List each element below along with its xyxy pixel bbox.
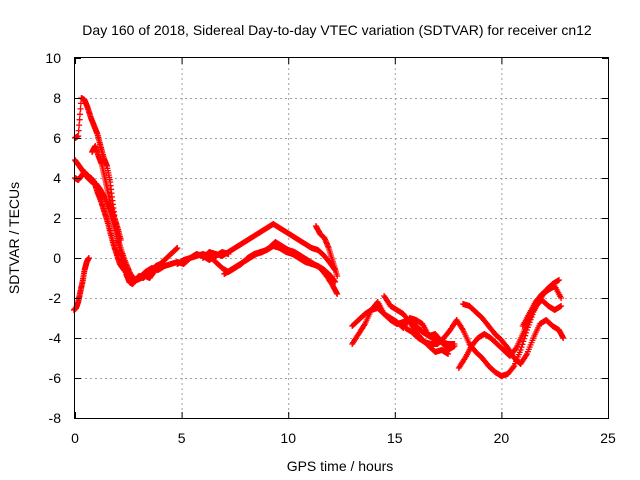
grid-lines (75, 58, 608, 418)
point-markers (89, 143, 124, 243)
point-markers (70, 255, 92, 313)
y-tick-label: 4 (53, 170, 61, 186)
y-tick-label: -6 (49, 370, 62, 386)
point-markers (199, 221, 339, 273)
series-satellite-track-g (199, 221, 339, 273)
series-satellite-track-e (89, 143, 124, 243)
axis-ticks (75, 58, 609, 419)
series-satellite-track-n (455, 297, 565, 371)
y-tick-label: 10 (45, 50, 61, 66)
series-satellite-track-k (349, 299, 458, 353)
x-tick-label: 15 (387, 430, 403, 446)
x-tick-label: 10 (280, 430, 296, 446)
point-markers (519, 283, 565, 329)
y-tick-label: 6 (53, 130, 61, 146)
x-axis-label: GPS time / hours (287, 458, 394, 474)
point-markers (312, 223, 341, 279)
point-markers (455, 297, 565, 371)
point-markers (349, 299, 458, 353)
y-axis-label: SDTVAR / TECUs (6, 182, 22, 294)
series-satellite-track-b (72, 157, 232, 283)
data-points (70, 95, 567, 379)
y-tick-label: 2 (53, 210, 61, 226)
y-tick-label: -8 (49, 410, 62, 426)
x-tick-label: 20 (494, 430, 510, 446)
x-tick-label: 5 (178, 430, 186, 446)
series-satellite-track-p (519, 283, 565, 329)
x-tick-labels: 0 5 10 15 20 25 (71, 430, 616, 446)
y-tick-labels: 10 8 6 4 2 0 -2 -4 -6 -8 (45, 50, 61, 426)
point-markers (72, 157, 232, 283)
series-satellite-track-h (221, 239, 341, 297)
plot-frame (74, 57, 609, 419)
point-markers (221, 239, 341, 297)
y-tick-label: 8 (53, 90, 61, 106)
x-tick-label: 0 (71, 430, 79, 446)
series-satellite-track-d (70, 255, 92, 313)
x-tick-label: 25 (600, 430, 616, 446)
series-satellite-track-i (312, 223, 341, 279)
y-tick-label: -4 (49, 330, 62, 346)
chart-title: Day 160 of 2018, Sidereal Day-to-day VTE… (82, 22, 592, 38)
y-tick-label: -2 (49, 290, 62, 306)
y-tick-label: 0 (53, 250, 61, 266)
series-satellite-track-o (460, 301, 567, 367)
point-markers (460, 301, 567, 367)
